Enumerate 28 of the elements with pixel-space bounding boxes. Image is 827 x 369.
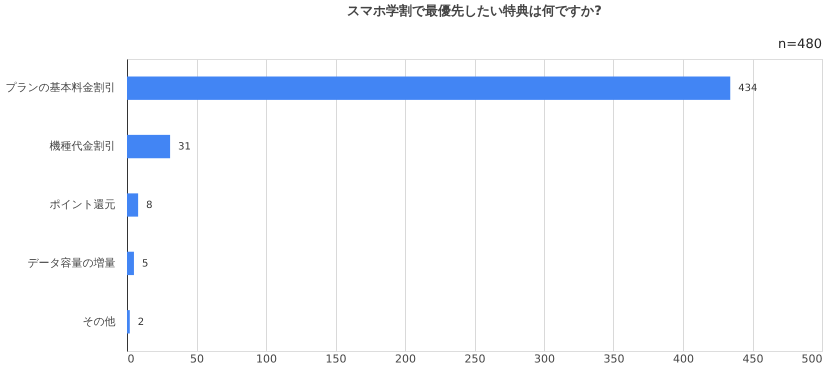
y-tick-label: データ容量の増量 [28, 256, 116, 270]
x-tick-label: 350 [604, 352, 624, 366]
bar [127, 134, 170, 158]
x-tick-label: 50 [190, 352, 204, 366]
data-label: 5 [142, 258, 148, 270]
data-label: 8 [146, 200, 152, 211]
bar [127, 252, 134, 276]
bar [127, 76, 730, 100]
y-tick-label: ポイント還元 [50, 198, 116, 211]
x-tick-label: 500 [802, 352, 822, 366]
y-tick-label: プランの基本料金割引 [6, 81, 116, 94]
bar [127, 193, 138, 217]
data-label: 31 [178, 142, 191, 153]
data-label: 434 [738, 83, 758, 94]
y-tick-label: その他 [82, 314, 116, 328]
x-tick-label: 150 [326, 352, 346, 366]
x-tick-label: 400 [673, 352, 694, 366]
chart-title: スマホ学割で最優先したい特典は何ですか? [347, 3, 602, 19]
bar [127, 310, 130, 334]
x-tick-label: 250 [464, 352, 486, 366]
x-tick-label: 200 [395, 352, 416, 366]
y-tick-label: 機種代金割引 [50, 140, 116, 153]
x-tick-label: 100 [256, 352, 277, 366]
x-tick-label: 300 [534, 352, 555, 366]
text: n=480 [778, 37, 822, 52]
data-label: 2 [138, 316, 144, 328]
x-tick-label: 450 [742, 352, 764, 366]
x-tick-label: 0 [128, 352, 134, 366]
